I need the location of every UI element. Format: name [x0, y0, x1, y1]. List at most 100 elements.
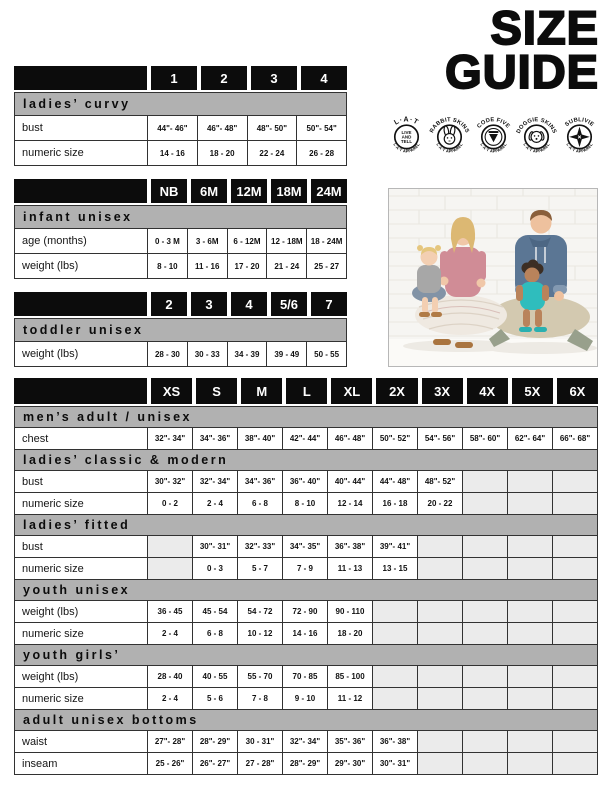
column-header-4x: 4X — [466, 378, 508, 404]
section-row: ladies’ classic & modern — [14, 449, 598, 471]
table-cell — [552, 470, 598, 493]
row-label: numeric size — [14, 492, 148, 515]
table-row: bust 30"- 31" 32"- 33" 34"- 35" 36"- 38" 39"-… — [14, 535, 598, 558]
column-header-m: M — [241, 378, 283, 404]
section-row: youth girls’ — [14, 644, 598, 666]
badge-circle — [393, 124, 420, 150]
table-cell — [507, 622, 553, 645]
badge-circle — [480, 124, 506, 150]
column-header-2x: 2X — [376, 378, 418, 404]
table-cell — [462, 557, 508, 580]
table-cell: 28 - 40 — [147, 665, 193, 688]
table-cell: 13 - 15 — [372, 557, 418, 580]
column-header-4: 4 — [301, 66, 347, 90]
badge-top-text: CODE FIVE — [476, 117, 510, 130]
column-header-12m: 12M — [231, 179, 267, 203]
toddler-unisex-header-row: 2 3 4 5/6 7 — [14, 292, 347, 316]
table-cell: 26"- 27" — [192, 752, 238, 775]
svg-text:L·A·T: L·A·T — [393, 116, 420, 126]
table-cell — [462, 730, 508, 753]
table-cell: 42"- 44" — [282, 427, 328, 450]
adult-sizes-body: men’s adult / unisex chest 32"- 34" 34"- 36… — [14, 406, 598, 775]
dog-eye — [533, 135, 536, 137]
table-cell — [417, 535, 463, 558]
v-shield-icon — [488, 131, 498, 143]
table-cell: 21 - 24 — [266, 253, 308, 279]
table-cell: 39"- 41" — [372, 535, 418, 558]
row-label: weight (lbs) — [14, 253, 148, 279]
table-cell — [552, 622, 598, 645]
table-cell: 40"- 44" — [327, 470, 373, 493]
ladies-curvy-table: 1 2 3 4 ladies’ curvy bust 44"- 46" 46"- 48" 48"… — [14, 66, 347, 166]
table-cell: 16 - 18 — [372, 492, 418, 515]
table-cell: 25 - 27 — [306, 253, 347, 279]
table-cell: 70 - 85 — [282, 665, 328, 688]
column-header-24m: 24M — [311, 179, 347, 203]
table-cell: 36"- 38" — [372, 730, 418, 753]
table-cell — [417, 687, 463, 710]
table-cell — [552, 665, 598, 688]
table-cell: 14 - 16 — [147, 140, 198, 166]
table-cell — [552, 535, 598, 558]
column-header-3: 3 — [251, 66, 297, 90]
section-title: youth unisex — [14, 579, 598, 601]
row-label: bust — [14, 535, 148, 558]
brand-badge-row: L·A·T LIVE AND TELL L·A·T APPAREL RABBIT… — [386, 105, 600, 163]
family-photo — [388, 188, 598, 367]
column-header-2: 2 — [151, 292, 187, 316]
row-label: age (months) — [14, 228, 148, 254]
table-cell — [507, 600, 553, 623]
table-cell: 32"- 34" — [282, 730, 328, 753]
row-label: weight (lbs) — [14, 341, 148, 367]
badge-circle — [437, 124, 463, 150]
infant-unisex-table: NB 6M 12M 18M 24M infant unisex age (months) 0 … — [14, 179, 347, 279]
table-cell — [552, 600, 598, 623]
adult-sizes-table: XS S M L XL 2X 3X 4X 5X 6X men’s adult / unisex che… — [14, 378, 598, 775]
table-cell — [462, 535, 508, 558]
table-cell: 62"- 64" — [507, 427, 553, 450]
table-row: bust 44"- 46" 46"- 48" 48"- 50" 50"- 54" — [14, 115, 347, 141]
table-row: weight (lbs) 36 - 45 45 - 54 54 - 72 72 - 90… — [14, 600, 598, 623]
table-cell: 90 - 110 — [327, 600, 373, 623]
star-x-mark — [577, 135, 582, 139]
table-cell: 5 - 6 — [192, 687, 238, 710]
table-cell — [372, 665, 418, 688]
table-cell — [372, 622, 418, 645]
table-cell — [462, 600, 508, 623]
table-cell: 12 - 18M — [266, 228, 308, 254]
table-cell: 14 - 16 — [282, 622, 328, 645]
table-cell — [372, 687, 418, 710]
svg-text:SUBLIVIE: SUBLIVIE — [564, 117, 595, 128]
table-cell: 46"- 48" — [327, 427, 373, 450]
table-cell: 36 - 45 — [147, 600, 193, 623]
table-cell: 30"- 31" — [372, 752, 418, 775]
table-cell: 28"- 29" — [282, 752, 328, 775]
row-label: numeric size — [14, 622, 148, 645]
table-row: chest 32"- 34" 34"- 36" 38"- 40" 42"- 44" 46"… — [14, 427, 598, 450]
table-cell: 85 - 100 — [327, 665, 373, 688]
badge-top-text: SUBLIVIE — [564, 117, 594, 128]
section-row: ladies’ curvy — [14, 92, 347, 116]
table-cell: 40 - 55 — [192, 665, 238, 688]
table-cell — [507, 557, 553, 580]
table-cell: 27 - 28" — [237, 752, 283, 775]
table-cell — [462, 665, 508, 688]
row-label: numeric size — [14, 557, 148, 580]
header-corner — [14, 179, 147, 203]
table-cell: 34"- 36" — [237, 470, 283, 493]
column-header-6m: 6M — [191, 179, 227, 203]
table-cell: 32"- 34" — [192, 470, 238, 493]
table-row: numeric size 14 - 16 18 - 20 22 - 24 26 - 28 — [14, 140, 347, 166]
column-header-nb: NB — [151, 179, 187, 203]
table-cell: 36"- 40" — [282, 470, 328, 493]
table-cell — [462, 687, 508, 710]
badge-top-text: L·A·T — [393, 116, 419, 126]
badge-circle — [566, 124, 593, 150]
table-cell — [417, 600, 463, 623]
column-header-1: 1 — [151, 66, 197, 90]
baby-girl-figure — [412, 245, 446, 317]
table-cell: 30 - 33 — [186, 341, 228, 367]
